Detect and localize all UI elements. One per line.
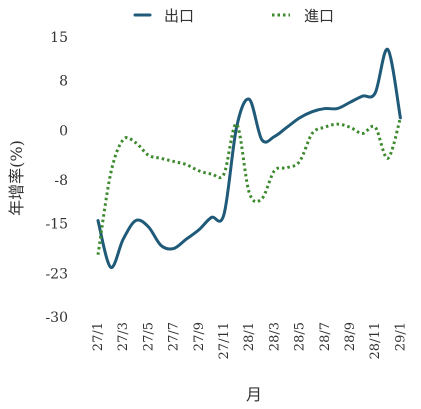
y-tick-label: 0 (59, 123, 68, 139)
x-tick-label: 28/11 (368, 322, 383, 359)
y-tick-label: -30 (45, 310, 68, 326)
y-tick-label: -8 (54, 173, 68, 189)
legend: 出口 進口 (133, 7, 334, 25)
x-tick-label: 28/9 (343, 322, 358, 351)
series-lines (96, 47, 402, 269)
x-axis-ticks: 27/1 27/3 27/5 27/7 27/9 27/11 28/1 28/3 28/5 28/… (91, 322, 408, 359)
x-tick-label: 27/9 (192, 322, 207, 351)
x-tick-label: 27/1 (91, 322, 106, 351)
y-tick-label: -23 (45, 266, 68, 282)
series-line-export (96, 47, 402, 269)
x-tick-label: 29/1 (393, 322, 408, 351)
x-tick-label: 27/11 (217, 322, 232, 359)
legend-label-import: 進口 (304, 7, 334, 25)
x-tick-label: 27/3 (116, 322, 131, 351)
x-tick-label: 28/3 (267, 322, 282, 351)
x-tick-label: 27/5 (141, 322, 156, 351)
x-tick-label: 28/7 (318, 322, 333, 351)
y-axis-ticks: 15 8 0 -8 -15 -23 -30 (45, 30, 68, 326)
y-tick-label: -15 (45, 217, 68, 233)
x-tick-label: 28/5 (293, 322, 308, 351)
x-tick-label: 28/1 (242, 322, 257, 351)
y-axis-title: 年增率(%) (7, 140, 26, 216)
x-tick-label: 27/7 (167, 322, 182, 351)
series-line-import (96, 117, 402, 256)
y-tick-label: 15 (50, 30, 68, 46)
y-tick-label: 8 (59, 74, 68, 90)
x-axis-title: 月 (246, 385, 262, 404)
legend-label-export: 出口 (164, 7, 194, 25)
